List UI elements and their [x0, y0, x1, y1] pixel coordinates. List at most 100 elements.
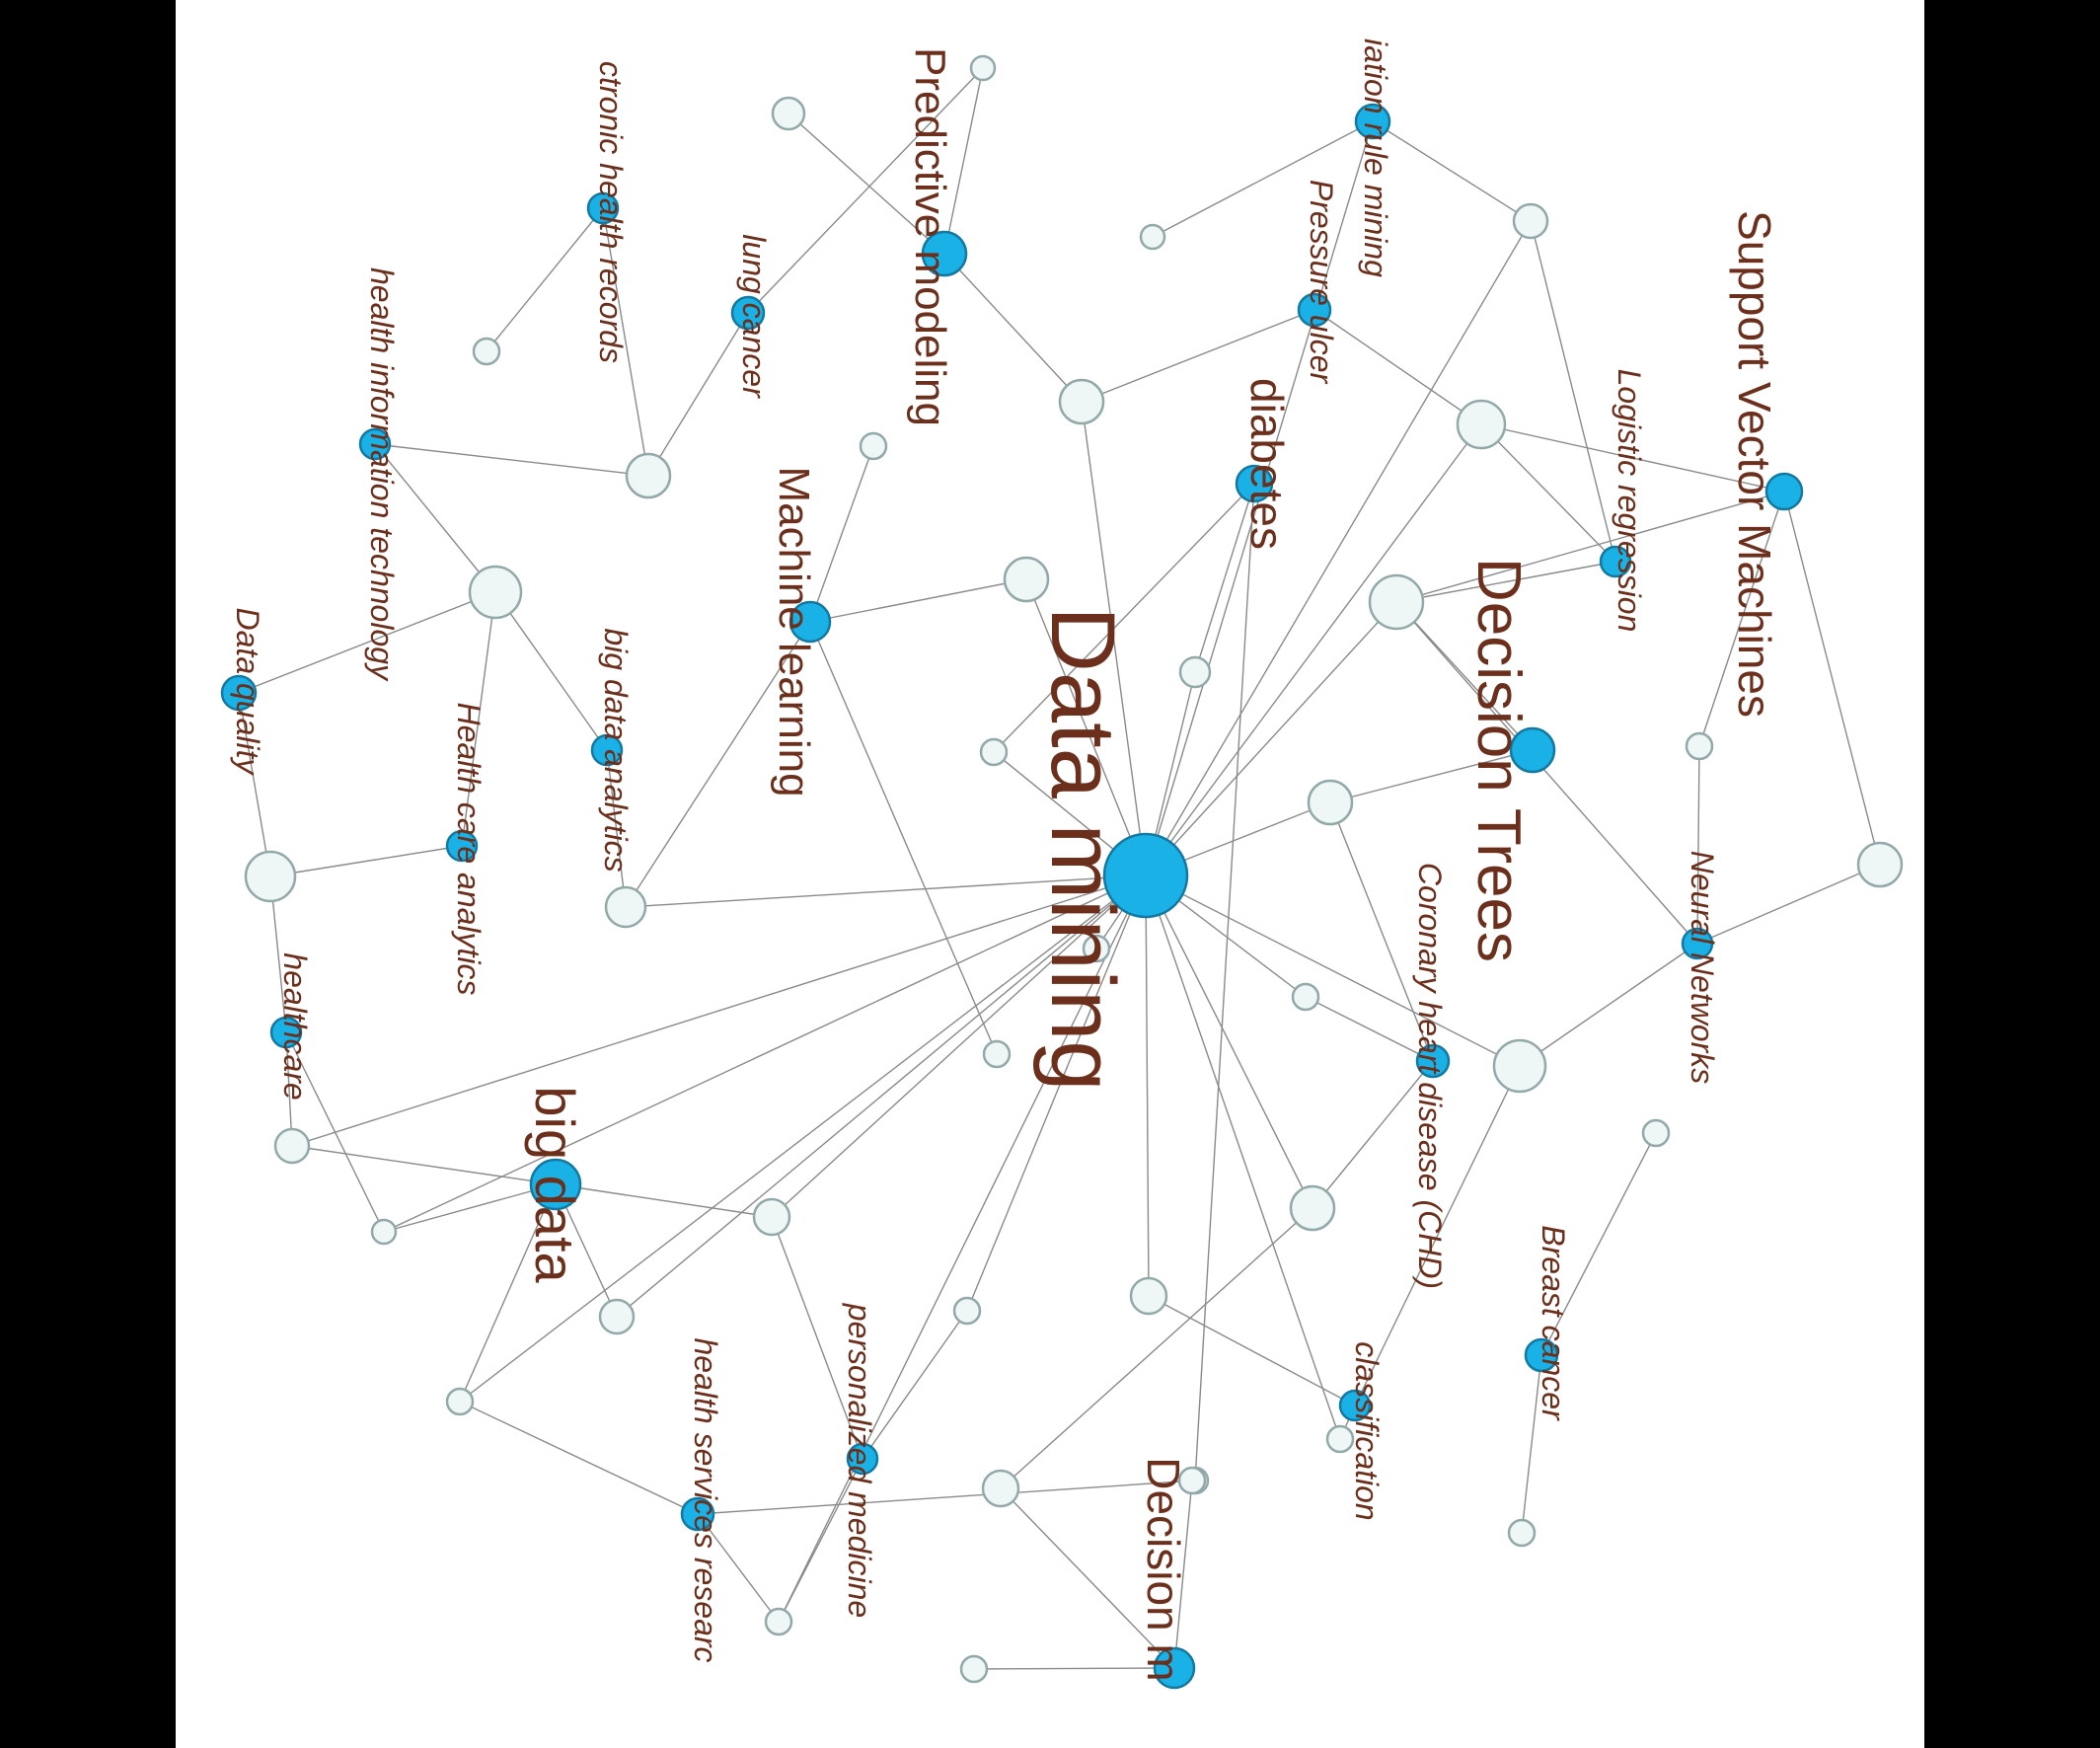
leaf-node-l03[interactable]	[1139, 223, 1166, 251]
keyword-node-hit[interactable]	[358, 427, 392, 461]
edge-lc-l02	[747, 67, 984, 314]
keyword-node-nn[interactable]	[1681, 927, 1714, 960]
leaf-node-l18[interactable]	[1289, 1184, 1336, 1232]
edge-dm-l13	[771, 874, 1147, 1218]
edge-pmed-l23	[778, 1458, 863, 1623]
keyword-label-hit: health information technology	[364, 267, 400, 682]
edge-pm-l05	[943, 253, 1083, 403]
leaf-node-l08[interactable]	[979, 737, 1009, 767]
keyword-label-dmk: Decision m	[1138, 1457, 1189, 1682]
keyword-node-hsr[interactable]	[680, 1496, 715, 1532]
leaf-node-l13[interactable]	[752, 1197, 791, 1237]
keyword-node-dq[interactable]	[220, 674, 258, 712]
keyword-node-ehr[interactable]	[586, 191, 620, 225]
leaf-node-l22[interactable]	[952, 1296, 982, 1326]
edge-dm-l12	[625, 874, 1147, 908]
leaf-node-l26[interactable]	[1456, 399, 1507, 450]
leaf-node-l38[interactable]	[468, 565, 523, 620]
leaf-node-l06[interactable]	[1003, 556, 1050, 603]
leaf-node-l21[interactable]	[598, 1298, 636, 1335]
keyword-node-pu[interactable]	[1297, 292, 1332, 328]
keyword-node-dmk[interactable]	[1153, 1646, 1196, 1690]
leaf-node-l11[interactable]	[1082, 934, 1111, 963]
keyword-node-bda[interactable]	[590, 733, 624, 767]
keyword-node-diab[interactable]	[1235, 464, 1274, 503]
edge-ml-l28	[809, 621, 998, 1055]
leaf-node-l09[interactable]	[1368, 573, 1425, 631]
leaf-node-l02[interactable]	[969, 54, 997, 82]
edge-hca-l38	[461, 591, 496, 847]
leaf-node-l36[interactable]	[625, 452, 672, 499]
leaf-node-l34[interactable]	[959, 1654, 989, 1684]
leaf-node-l28[interactable]	[982, 1039, 1012, 1069]
edge-dq-l39	[238, 692, 271, 877]
leaf-node-l32[interactable]	[1507, 1518, 1537, 1548]
keyword-node-lc[interactable]	[730, 295, 766, 331]
leaf-node-l07[interactable]	[1178, 655, 1212, 689]
edge-svm-l09	[1395, 491, 1785, 603]
keyword-node-cls[interactable]	[1338, 1389, 1372, 1422]
leaf-node-l30[interactable]	[1856, 841, 1904, 888]
keyword-node-chd[interactable]	[1415, 1043, 1451, 1079]
keyword-label-pu: Pressure ulcer	[1304, 180, 1339, 385]
edge-hsr-l24	[459, 1401, 699, 1515]
keyword-node-ml[interactable]	[788, 600, 832, 644]
keyword-node-ar[interactable]	[1354, 103, 1391, 140]
leaf-node-l16[interactable]	[1129, 1276, 1168, 1316]
edge-lr-l26	[1480, 423, 1616, 563]
leaf-node-l05[interactable]	[1058, 378, 1105, 425]
keyword-node-pm[interactable]	[921, 230, 968, 277]
leaf-node-l19[interactable]	[1492, 1038, 1547, 1094]
keyword-node-hc[interactable]	[269, 1016, 303, 1049]
leaf-node-l17[interactable]	[1291, 982, 1320, 1012]
edge-dm-l14	[291, 874, 1147, 1147]
edge-pmed-l22	[862, 1310, 968, 1460]
leaf-node-l24[interactable]	[445, 1387, 475, 1416]
leaf-node-l23[interactable]	[764, 1607, 793, 1636]
leaf-node-l33[interactable]	[1177, 1466, 1207, 1495]
keyword-node-svm[interactable]	[1764, 472, 1804, 511]
keyword-node-bc[interactable]	[1524, 1337, 1559, 1373]
leaf-node-l27[interactable]	[859, 431, 888, 461]
leaf-node-l14[interactable]	[273, 1127, 311, 1165]
edge-bda-l38	[494, 591, 608, 751]
keyword-label-pmed: personalized medicine	[842, 1303, 877, 1618]
leaf-node-l15[interactable]	[370, 1218, 398, 1246]
leaf-node-l35[interactable]	[981, 1469, 1020, 1508]
edge-diab-l07	[1194, 483, 1255, 673]
keyword-node-lr[interactable]	[1599, 545, 1632, 578]
edge-dmk-l35	[1000, 1487, 1175, 1669]
edge-bc-l32	[1521, 1354, 1542, 1534]
leaf-node-l12[interactable]	[604, 885, 647, 929]
keyword-node-dt[interactable]	[1509, 726, 1556, 774]
keyword-node-pmed[interactable]	[846, 1442, 879, 1476]
leaf-node-l10[interactable]	[1307, 779, 1354, 826]
edge-ar-l04	[1372, 120, 1532, 222]
leaf-node-l37[interactable]	[472, 337, 501, 366]
edge-dt-l09	[1395, 601, 1534, 751]
edge-bd-l15	[383, 1183, 557, 1233]
leaf-node-l39[interactable]	[244, 850, 297, 903]
leaf-node-l31[interactable]	[1641, 1118, 1671, 1148]
keyword-node-hca[interactable]	[445, 829, 479, 863]
edge-l35-l18	[1000, 1207, 1313, 1489]
edge-hit-l36	[374, 443, 649, 477]
keyword-label-ml: Machine learning	[770, 466, 818, 797]
edge-dm-l23	[778, 874, 1147, 1623]
edge-dm-l22	[966, 874, 1147, 1312]
keyword-label-svm: Support Vector Machines	[1729, 210, 1780, 718]
keyword-label-pm: Predictive modeling	[906, 47, 954, 426]
keyword-node-dm[interactable]	[1102, 832, 1189, 919]
edge-dm-l09	[1145, 601, 1397, 876]
edge-hca-l39	[269, 845, 463, 877]
edge-hsr-l23	[697, 1513, 780, 1623]
keyword-network-graph: Data mining Decision Trees Support Vector …	[220, 38, 1904, 1690]
leaf-node-l20[interactable]	[1325, 1424, 1355, 1454]
edge-nn-l29	[1696, 745, 1700, 945]
leaf-node-l04[interactable]	[1512, 202, 1549, 240]
leaf-node-l01[interactable]	[771, 96, 806, 131]
edge-dm-l26	[1145, 423, 1482, 876]
keyword-node-bd[interactable]	[529, 1158, 582, 1211]
edge-hc-l15	[285, 1031, 385, 1233]
leaf-node-l29[interactable]	[1685, 731, 1714, 761]
